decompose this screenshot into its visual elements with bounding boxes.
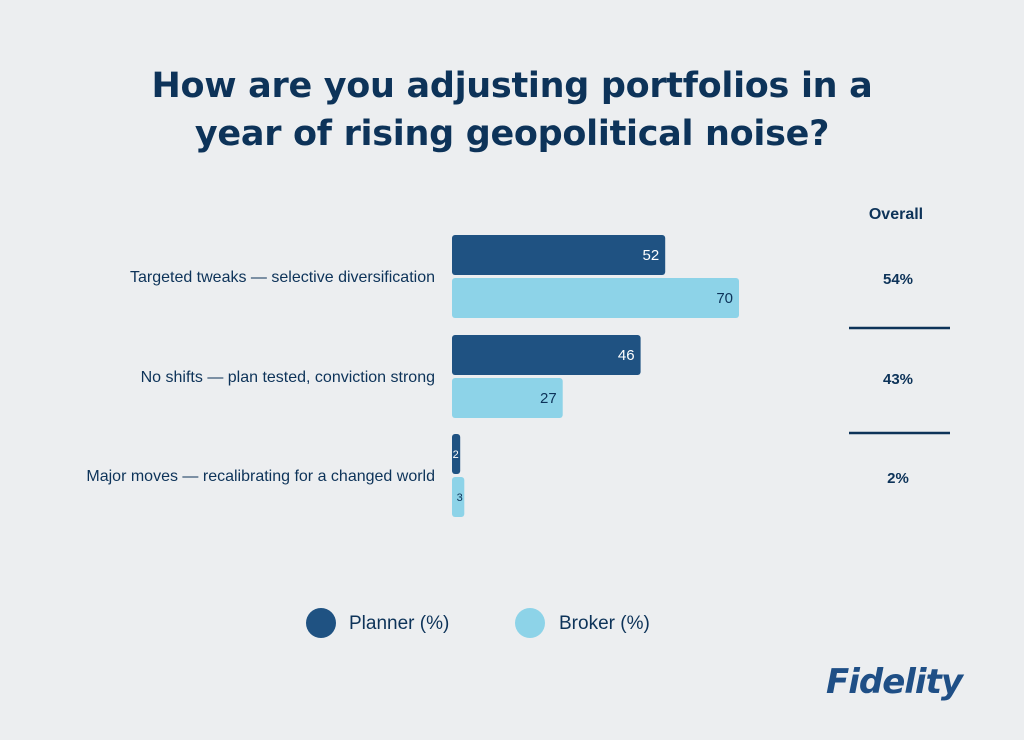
broker-bar — [452, 378, 563, 418]
legend-swatch-broker — [515, 608, 545, 638]
category-label: Targeted tweaks — selective diversificat… — [130, 269, 435, 286]
broker-bar — [452, 278, 739, 318]
bar-value-label: 2 — [453, 449, 459, 461]
bar-value-label: 70 — [716, 290, 733, 307]
planner-bar — [452, 434, 461, 474]
chart-title-line-1: How are you adjusting portfolios in a — [151, 66, 873, 106]
legend-swatch-planner — [306, 608, 336, 638]
bar-value-label: 52 — [643, 247, 660, 264]
legend-label-planner: Planner (%) — [349, 613, 449, 634]
chart-title-line-2: year of rising geopolitical noise? — [194, 114, 830, 154]
overall-column: Overall 54% 43% 2% — [849, 206, 950, 487]
bar-value-label: 27 — [540, 390, 557, 407]
broker-bar — [452, 477, 465, 517]
planner-bar — [452, 235, 666, 275]
overall-value: 2% — [887, 470, 909, 487]
bar-value-label: 3 — [457, 492, 463, 504]
bar-value-label: 46 — [618, 347, 635, 364]
category-labels: Targeted tweaks — selective diversificat… — [86, 269, 435, 485]
fidelity-logo: Fidelity — [826, 662, 963, 702]
overall-header: Overall — [869, 206, 923, 223]
planner-bar — [452, 335, 641, 375]
legend-label-broker: Broker (%) — [559, 613, 650, 634]
bars-layer: 52 70 46 27 2 3 — [452, 235, 739, 517]
overall-value: 54% — [883, 271, 913, 288]
overall-value: 43% — [883, 371, 913, 388]
category-label: Major moves — recalibrating for a change… — [86, 468, 435, 485]
chart-title: How are you adjusting portfolios in a ye… — [0, 62, 1024, 158]
legend: Planner (%) Broker (%) — [306, 608, 650, 638]
category-label: No shifts — plan tested, conviction stro… — [141, 369, 435, 386]
